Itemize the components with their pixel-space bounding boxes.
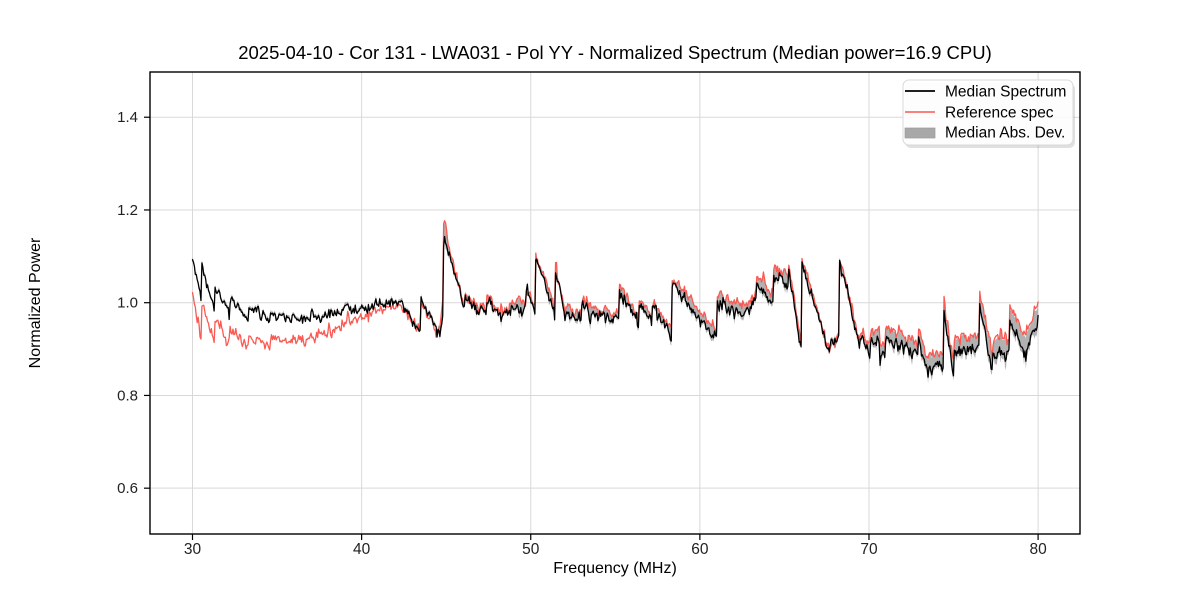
svg-text:60: 60 [691, 541, 709, 558]
svg-text:40: 40 [353, 541, 371, 558]
svg-text:0.6: 0.6 [117, 480, 138, 497]
svg-text:Frequency (MHz): Frequency (MHz) [553, 560, 677, 577]
svg-text:80: 80 [1029, 541, 1047, 558]
svg-text:1.4: 1.4 [117, 109, 138, 126]
svg-text:0.8: 0.8 [117, 387, 138, 404]
svg-text:70: 70 [860, 541, 878, 558]
svg-text:Median Abs. Dev.: Median Abs. Dev. [945, 125, 1065, 142]
svg-text:2025-04-10 - Cor 131 - LWA031: 2025-04-10 - Cor 131 - LWA031 - Pol YY -… [238, 42, 992, 63]
svg-text:Reference spec: Reference spec [945, 105, 1054, 122]
svg-text:50: 50 [522, 541, 540, 558]
svg-text:Median Spectrum: Median Spectrum [945, 84, 1066, 101]
svg-text:Normalized Power: Normalized Power [27, 237, 44, 368]
svg-text:1.0: 1.0 [117, 295, 138, 312]
svg-text:1.2: 1.2 [117, 202, 138, 219]
svg-text:30: 30 [184, 541, 202, 558]
